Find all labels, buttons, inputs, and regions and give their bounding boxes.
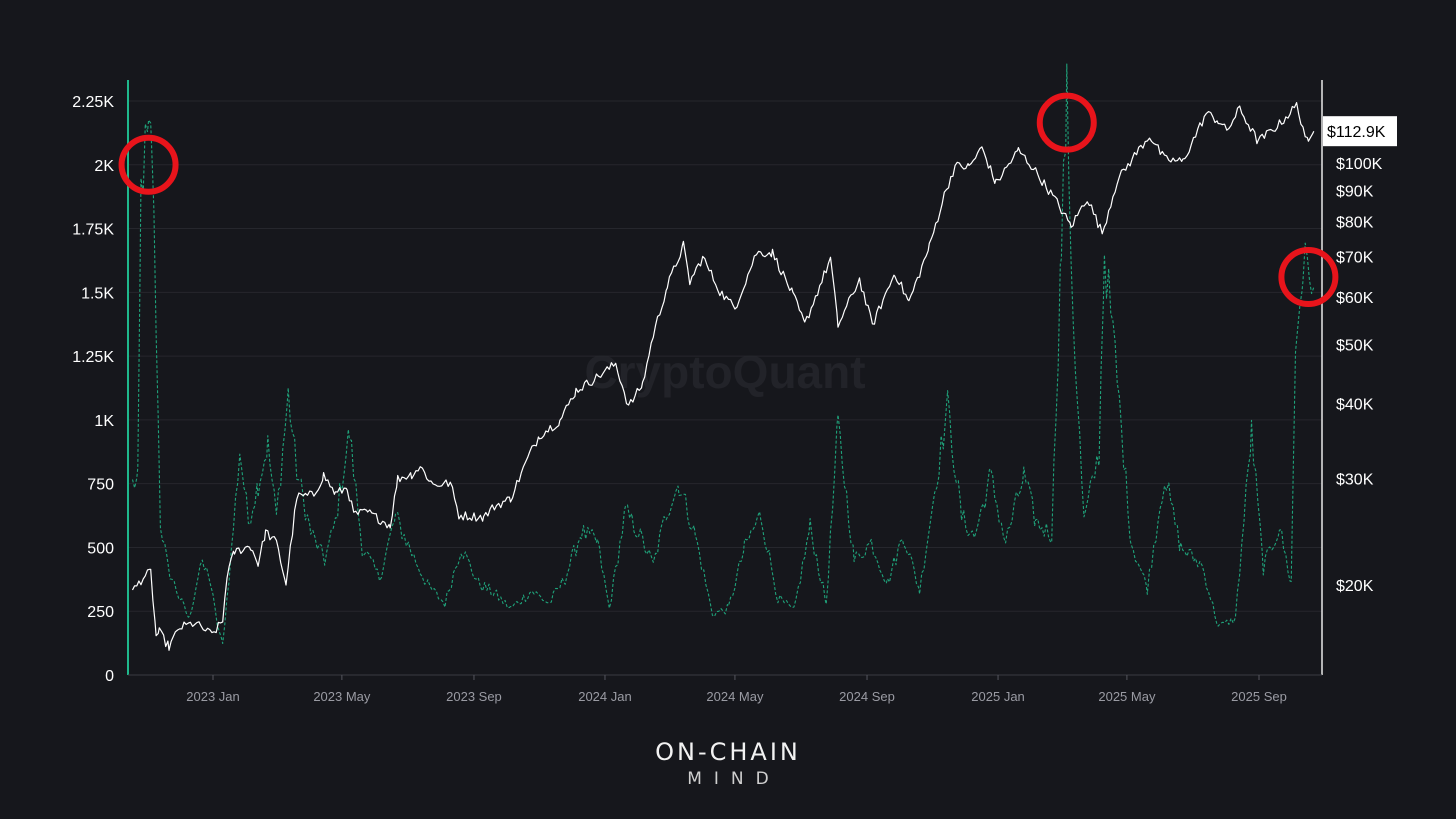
brand-logo: ON-CHAIN MIND bbox=[0, 738, 1456, 789]
last-price-tag-box bbox=[1323, 116, 1397, 147]
right-tick-label: $70K bbox=[1336, 250, 1374, 267]
left-tick-label: 1.75K bbox=[72, 222, 114, 239]
left-tick-label: 2.25K bbox=[72, 94, 114, 111]
left-tick-label: 0 bbox=[105, 668, 114, 685]
highlight-circle bbox=[118, 134, 179, 195]
x-tick-label: 2023 Sep bbox=[446, 689, 502, 704]
x-tick-label: 2023 Jan bbox=[186, 689, 240, 704]
left-tick-label: 750 bbox=[87, 477, 114, 494]
brand-line-2: MIND bbox=[687, 769, 781, 789]
x-tick-label: 2025 Sep bbox=[1231, 689, 1287, 704]
left-tick-label: 1.5K bbox=[81, 285, 114, 302]
left-tick-label: 1.25K bbox=[72, 349, 114, 366]
brand-line-1: ON-CHAIN bbox=[655, 738, 801, 766]
x-tick-label: 2024 Sep bbox=[839, 689, 895, 704]
x-tick-label: 2024 May bbox=[706, 689, 764, 704]
series-layer bbox=[131, 63, 1315, 651]
last-price-label: $112.9K bbox=[1327, 124, 1386, 141]
right-axis-ticks: $20K $30K $40K $50K $60K $70K $80K $90K $100K bbox=[1336, 156, 1383, 595]
left-tick-label: 250 bbox=[87, 604, 114, 621]
left-tick-label: 1K bbox=[94, 413, 114, 430]
right-tick-label: $50K bbox=[1336, 338, 1374, 355]
x-tick-label: 2025 May bbox=[1098, 689, 1156, 704]
right-tick-label: $40K bbox=[1336, 396, 1374, 413]
left-axis-ticks: 0 250 500 750 1K 1.25K 1.5K 1.75K 2K 2.25K bbox=[72, 94, 114, 685]
right-tick-label: $30K bbox=[1336, 472, 1374, 489]
x-tick-label: 2025 Jan bbox=[971, 689, 1025, 704]
metric-series-line bbox=[131, 63, 1315, 645]
right-tick-label: $100K bbox=[1336, 156, 1383, 173]
right-tick-label: $20K bbox=[1336, 578, 1374, 595]
highlight-circle bbox=[1278, 247, 1339, 308]
left-tick-label: 500 bbox=[87, 540, 114, 557]
left-tick-label: 2K bbox=[94, 158, 114, 175]
watermark: CryptoQuant bbox=[584, 346, 865, 398]
price-series-line bbox=[131, 102, 1315, 651]
right-tick-label: $80K bbox=[1336, 215, 1374, 232]
x-tick-label: 2024 Jan bbox=[578, 689, 632, 704]
highlight-circle bbox=[1036, 92, 1097, 153]
x-axis-ticks: 2023 Jan 2023 May 2023 Sep 2024 Jan 2024 May… bbox=[186, 675, 1287, 704]
right-tick-label: $90K bbox=[1336, 184, 1374, 201]
gridlines bbox=[128, 100, 1322, 612]
right-tick-label: $60K bbox=[1336, 290, 1374, 307]
highlights-layer bbox=[118, 92, 1339, 308]
last-price-tag: $112.9K bbox=[1323, 116, 1397, 147]
x-tick-label: 2023 May bbox=[313, 689, 371, 704]
